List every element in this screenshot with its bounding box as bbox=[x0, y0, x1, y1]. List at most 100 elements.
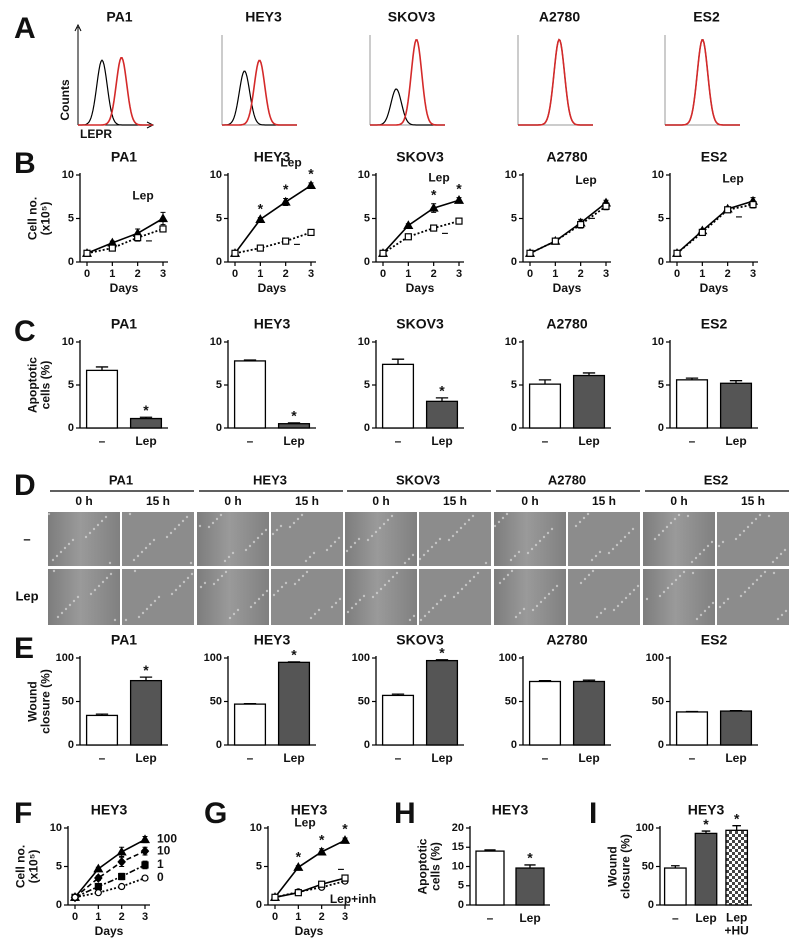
cell-speck bbox=[203, 581, 207, 585]
series-line bbox=[274, 877, 346, 899]
x-tick-label: 3 bbox=[160, 268, 166, 280]
cell-speck bbox=[257, 597, 261, 601]
y-axis-label: Counts bbox=[58, 79, 72, 121]
cell-speck bbox=[253, 601, 257, 605]
cell-speck bbox=[546, 531, 550, 535]
series-label: 0 bbox=[157, 870, 164, 884]
x-tick-label: – bbox=[247, 434, 254, 448]
cell-speck bbox=[484, 561, 488, 565]
cell-speck bbox=[93, 588, 97, 592]
cell-speck bbox=[105, 576, 109, 580]
cell-speck bbox=[543, 596, 547, 600]
cell-speck bbox=[767, 514, 771, 518]
x-axis-label: Days bbox=[110, 281, 139, 295]
cell-speck bbox=[284, 581, 288, 585]
cell-speck bbox=[472, 575, 476, 579]
cell-speck bbox=[357, 537, 361, 541]
chart-title: A2780 bbox=[539, 9, 580, 25]
x-tick-label: Lep bbox=[431, 434, 452, 448]
cell-speck bbox=[304, 559, 308, 563]
time-label: 0 h bbox=[670, 494, 687, 508]
significance: * bbox=[283, 181, 289, 197]
cell-speck bbox=[312, 551, 316, 555]
cell-speck bbox=[743, 590, 747, 594]
cell-speck bbox=[371, 595, 375, 599]
cell-speck bbox=[627, 531, 631, 535]
cell-speck bbox=[631, 527, 635, 531]
micrograph bbox=[643, 569, 715, 625]
cell-speck bbox=[329, 544, 333, 548]
chart-title: SKOV3 bbox=[396, 316, 444, 332]
x-axis-label: Days bbox=[258, 281, 287, 295]
series-label: Lep bbox=[132, 189, 153, 203]
chart-title: ES2 bbox=[701, 316, 728, 332]
y-axis-label: Cell no.(x10⁵) bbox=[26, 197, 53, 240]
marker bbox=[698, 228, 706, 237]
cell-speck bbox=[358, 598, 362, 602]
marker bbox=[140, 846, 150, 857]
series-label: Lep bbox=[294, 815, 315, 829]
cell-speck bbox=[694, 556, 698, 560]
time-label: 0 h bbox=[372, 494, 389, 508]
y-tick-label: 5 bbox=[216, 212, 222, 224]
chart-title: SKOV3 bbox=[396, 632, 444, 648]
x-tick-label: 2 bbox=[578, 268, 584, 280]
significance: * bbox=[342, 821, 348, 837]
marker bbox=[305, 180, 317, 190]
cell-speck bbox=[776, 617, 780, 621]
bar bbox=[572, 680, 606, 746]
cell-speck bbox=[746, 525, 750, 529]
cell-speck bbox=[703, 609, 707, 613]
y-axis-label: Apoptoticcells (%) bbox=[416, 838, 443, 894]
cell-speck bbox=[595, 615, 599, 619]
cell-speck bbox=[346, 610, 350, 614]
cell-speck bbox=[542, 535, 546, 539]
y-tick-label: 10 bbox=[62, 169, 74, 181]
cell-speck bbox=[456, 591, 460, 595]
cell-speck bbox=[152, 538, 156, 542]
cell-speck bbox=[403, 561, 407, 565]
cell-speck bbox=[59, 550, 63, 554]
cell-speck bbox=[271, 532, 275, 536]
cell-speck bbox=[607, 551, 611, 555]
cell-speck bbox=[435, 602, 439, 606]
x-tick-label: 0 bbox=[72, 911, 78, 923]
cell-speck bbox=[619, 539, 623, 543]
cell-speck bbox=[780, 613, 784, 617]
cell-speck bbox=[422, 553, 426, 557]
x-tick-label: Lep bbox=[725, 751, 746, 765]
cell-speck bbox=[514, 615, 518, 619]
cell-speck bbox=[173, 527, 177, 531]
marker bbox=[71, 893, 79, 901]
bar bbox=[572, 374, 606, 429]
cell-speck bbox=[56, 615, 60, 619]
cell-speck bbox=[272, 593, 276, 597]
cell-speck bbox=[51, 558, 55, 562]
cell-speck bbox=[391, 575, 395, 579]
cell-speck bbox=[438, 537, 442, 541]
series-line bbox=[234, 231, 312, 255]
cell-speck bbox=[460, 587, 464, 591]
time-label: 15 h bbox=[146, 494, 170, 508]
error-bar bbox=[391, 358, 405, 365]
error-bar bbox=[538, 379, 552, 385]
cell-speck bbox=[395, 571, 399, 575]
cell-speck bbox=[759, 574, 763, 578]
y-tick-label: 0 bbox=[68, 739, 74, 751]
cell-speck bbox=[772, 571, 776, 575]
cell-speck bbox=[616, 604, 620, 608]
x-tick-label: 1 bbox=[405, 268, 411, 280]
cell-speck bbox=[534, 543, 538, 547]
cell-speck bbox=[128, 512, 132, 516]
x-tick-label: Lep bbox=[431, 751, 452, 765]
cell-speck bbox=[547, 592, 551, 596]
y-tick-label: 0 bbox=[364, 739, 370, 751]
cell-speck bbox=[337, 536, 341, 540]
x-tick-label: Lep bbox=[135, 434, 156, 448]
cell-speck bbox=[755, 578, 759, 582]
x-tick-label: – bbox=[395, 751, 402, 765]
histogram-curve bbox=[518, 38, 593, 126]
cell-speck bbox=[658, 594, 662, 598]
cell-speck bbox=[710, 540, 714, 544]
cell-speck bbox=[100, 519, 104, 523]
